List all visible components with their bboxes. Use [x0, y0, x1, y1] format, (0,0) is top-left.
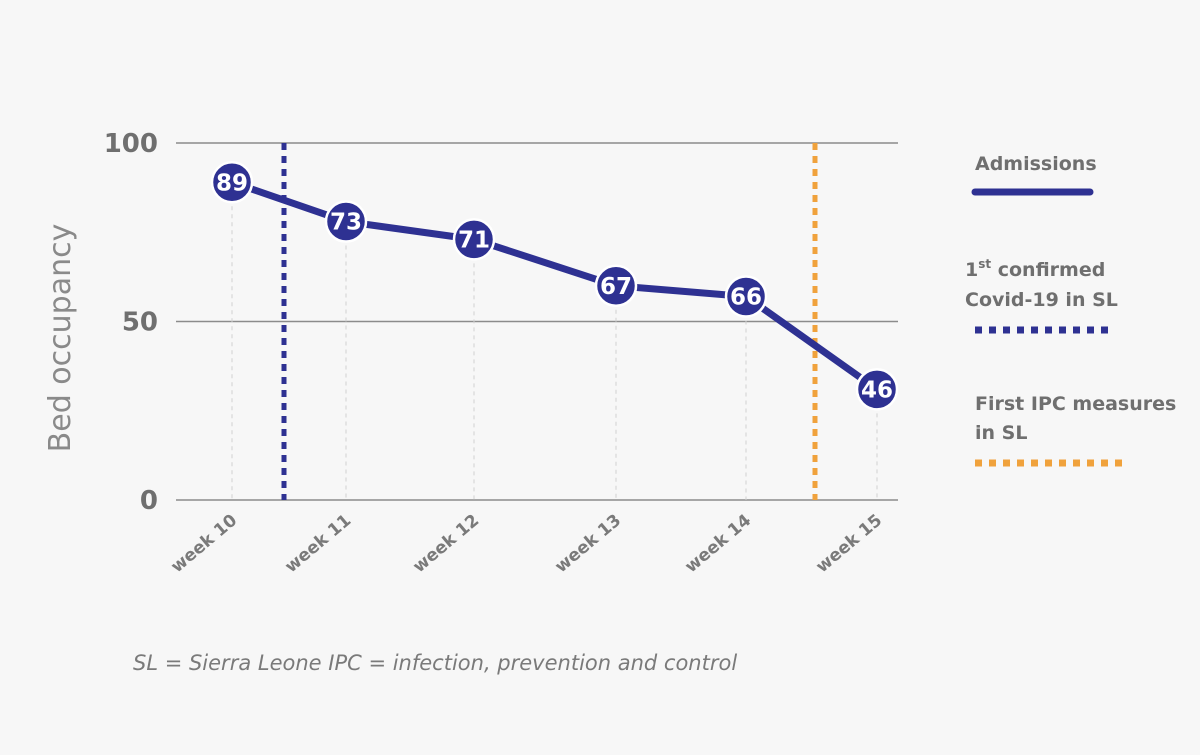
- x-tick-label: week 12: [409, 511, 483, 578]
- data-point: [594, 264, 638, 308]
- y-axis-ticks: 0 50 100: [104, 129, 158, 516]
- data-label: 46: [861, 377, 893, 403]
- x-tick-label: week 15: [812, 511, 886, 578]
- data-label: 89: [216, 170, 248, 196]
- data-point: [452, 218, 496, 261]
- x-tick-label: week 13: [551, 511, 625, 578]
- series-admissions: 89 73 71 67 66 46: [210, 161, 899, 411]
- footnote: SL = Sierra Leone IPC = infection, preve…: [133, 651, 737, 675]
- legend-label-ipc-line2: in SL: [975, 422, 1027, 444]
- legend: Admissions 1st confirmed Covid-19 in SL …: [965, 153, 1176, 467]
- data-label: 71: [458, 227, 490, 253]
- legend-label-covid-line1: 1st confirmed: [965, 257, 1105, 281]
- category-drop-lines: [231, 182, 878, 500]
- y-tick-label: 100: [104, 129, 158, 159]
- data-point: [724, 275, 768, 318]
- y-tick-label: 0: [140, 486, 158, 516]
- x-tick-label: week 11: [281, 511, 355, 578]
- data-label: 73: [330, 210, 362, 236]
- legend-label-ipc-line1: First IPC measures: [975, 393, 1176, 415]
- legend-label-covid-line2: Covid-19 in SL: [965, 289, 1118, 311]
- data-point: [210, 161, 254, 204]
- y-axis-title: Bed occupancy: [43, 224, 78, 453]
- data-label: 66: [730, 285, 762, 311]
- x-tick-label: week 10: [167, 510, 241, 577]
- x-axis-labels: week 10 week 11 week 12 week 13 week 14 week …: [167, 510, 886, 577]
- data-point: [855, 368, 899, 411]
- y-tick-label: 50: [122, 308, 158, 338]
- data-label: 67: [600, 274, 632, 300]
- data-point: [324, 200, 368, 243]
- x-tick-label: week 14: [681, 510, 755, 577]
- legend-label-admissions: Admissions: [975, 153, 1097, 175]
